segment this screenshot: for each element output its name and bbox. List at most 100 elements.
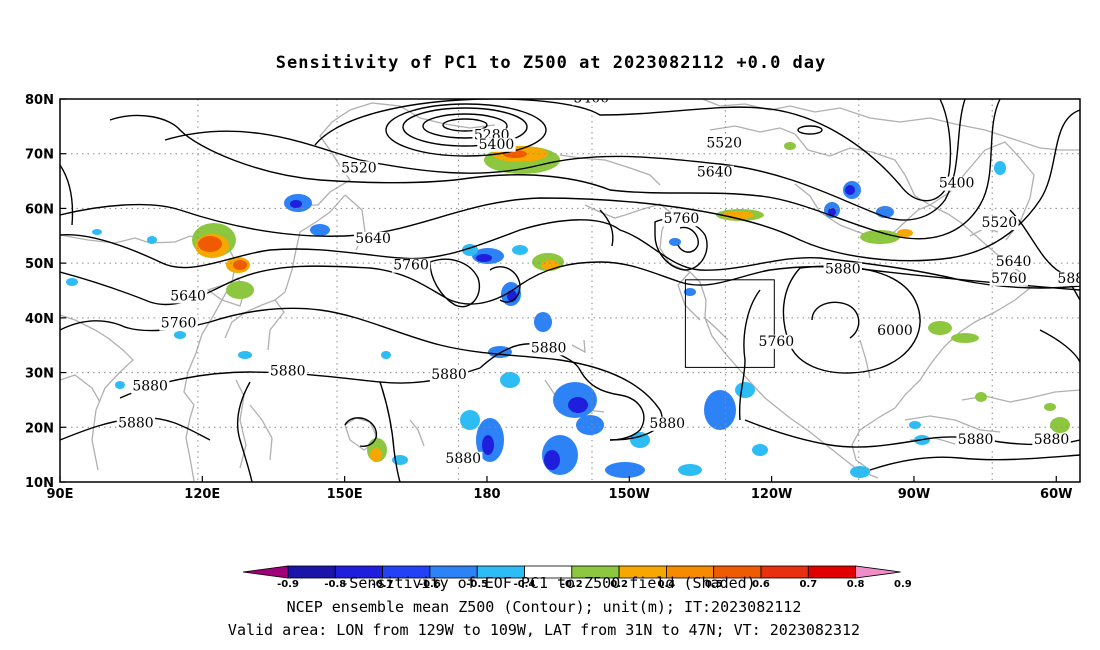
colorbar-min-triangle — [242, 565, 289, 579]
contour-label: 5880 — [649, 416, 685, 432]
colorbar-level-label: 0.8 — [847, 579, 865, 590]
y-tick-label: 10N — [25, 476, 54, 491]
contour-label-bg — [648, 416, 687, 431]
contour-label-bg — [429, 368, 469, 383]
contour-label-bg — [477, 137, 516, 152]
colorbar-level-label: 0.5 — [705, 579, 723, 590]
x-tick-label: 120E — [184, 487, 220, 502]
contour-label: 5640 — [697, 165, 733, 181]
contour-label: 5760 — [759, 334, 795, 350]
contour-label-bg — [956, 433, 995, 448]
contour-label: 6000 — [877, 323, 913, 339]
colorbar-level-label: -0.9 — [277, 579, 299, 590]
colorbar-box — [807, 565, 856, 579]
y-tick-label: 50N — [25, 257, 54, 272]
contour-label-bg — [937, 176, 976, 191]
contour-label-bg — [1032, 433, 1071, 448]
contour-label-bg — [391, 258, 431, 273]
colorbar-level-label: -0.5 — [466, 579, 488, 590]
contour-label-bg — [159, 316, 198, 331]
colorbar-level-label: -0.7 — [372, 579, 394, 590]
colorbar-level-label: 0.6 — [752, 579, 770, 590]
contour-label-bg — [268, 364, 307, 379]
contour-label: 5880 — [132, 379, 168, 395]
colorbar-box — [287, 565, 336, 579]
contour-label: 5880 — [1034, 432, 1070, 448]
x-tick-label: 150W — [609, 487, 650, 502]
contour-label: 5880 — [531, 340, 567, 356]
x-tick-label: 90W — [898, 487, 930, 502]
y-axis: 10N 20N 30N 40N 50N 60N 70N 80N — [25, 93, 66, 491]
colorbar-level-label: -0.4 — [514, 579, 536, 590]
y-tick-label: 70N — [25, 148, 54, 163]
contour-label-bg — [168, 289, 208, 304]
map-grid — [60, 99, 1080, 482]
contour-label-bg — [339, 161, 379, 176]
contour-label: 5880 — [431, 367, 467, 383]
colorbar-box — [760, 565, 809, 579]
contour-label-bg — [757, 334, 796, 349]
contour-label: 5400 — [939, 176, 975, 192]
contour-label-bg — [695, 165, 734, 180]
contour-label: 5760 — [393, 258, 429, 274]
colorbar-max-triangle — [855, 565, 901, 579]
coastlines — [60, 99, 1080, 482]
colorbar-caption: -Sensitivity of EOF PC1 to Z500 field (S… — [340, 574, 755, 592]
contour-label: 5760 — [161, 316, 197, 332]
contour-label-bg — [704, 136, 744, 151]
contour-label: 5520 — [982, 215, 1018, 231]
contour-label-bg — [662, 212, 701, 227]
plot-title: Sensitivity of PC1 to Z500 at 2023082112… — [276, 53, 827, 73]
footer-line-2: Valid area: LON from 129W to 109W, LAT f… — [228, 621, 860, 639]
contour-label: 5880 — [270, 363, 306, 379]
contour-label-bg — [994, 254, 1033, 269]
colorbar-level-label: -0.2 — [561, 579, 583, 590]
valid-area-box — [684, 279, 775, 368]
contour-label-bg — [130, 379, 170, 394]
y-tick-label: 40N — [25, 312, 54, 327]
contour-label-bg — [572, 99, 611, 106]
contour-label: 5880 — [118, 415, 154, 431]
contour-label: 5760 — [664, 211, 700, 227]
contour-label: 5880 — [958, 432, 994, 448]
contour-label: 5760 — [991, 271, 1027, 287]
contour-label-bg — [875, 323, 915, 338]
x-tick-label: 120W — [751, 487, 792, 502]
y-tick-label: 30N — [25, 367, 54, 382]
contour-label: 5640 — [170, 288, 206, 304]
contour-label-bg — [823, 262, 862, 277]
contour-label-bg — [989, 271, 1029, 286]
contour-label: 5520 — [706, 136, 742, 152]
colorbar-level-label: 0.2 — [610, 579, 628, 590]
footer-line-1: NCEP ensemble mean Z500 (Contour); unit(… — [287, 598, 802, 616]
contour-label: 5400 — [574, 90, 610, 106]
contour-label: 5400 — [479, 137, 515, 153]
contour-label-bg — [116, 416, 156, 431]
x-axis: 90E 120E 150E 180 150W 120W 90W 60W — [47, 476, 1072, 502]
colorbar: -0.9 -0.8 -0.7 -0.6 -0.5 -0.4 -0.2 0.2 0.4 0.5 0.6… — [242, 565, 912, 592]
colorbar-level-label: -0.8 — [324, 579, 346, 590]
contour-label: 5520 — [341, 160, 377, 176]
contour-label-bg — [353, 231, 393, 246]
contour-label-bg — [1056, 271, 1080, 286]
contour-label-bg — [529, 341, 568, 356]
y-tick-label: 80N — [25, 93, 54, 108]
colorbar-level-label: 0.9 — [894, 579, 912, 590]
x-tick-label: 180 — [473, 487, 500, 502]
contour-label: 5640 — [355, 231, 391, 247]
contour-label: 5880 — [825, 262, 861, 278]
contour-label: 5880 — [1057, 271, 1093, 287]
y-tick-label: 60N — [25, 202, 54, 217]
x-tick-label: 150E — [327, 487, 363, 502]
colorbar-level-label: 0.4 — [658, 579, 676, 590]
contour-label-bg — [444, 451, 483, 466]
contour-label: 5640 — [996, 254, 1032, 270]
contour-label-bg — [980, 216, 1019, 231]
contour-label: 5880 — [445, 451, 481, 467]
x-tick-label: 60W — [1040, 487, 1072, 502]
colorbar-level-label: 0.7 — [799, 579, 817, 590]
x-tick-label: 90E — [47, 487, 74, 502]
colorbar-level-label: -0.6 — [419, 579, 441, 590]
